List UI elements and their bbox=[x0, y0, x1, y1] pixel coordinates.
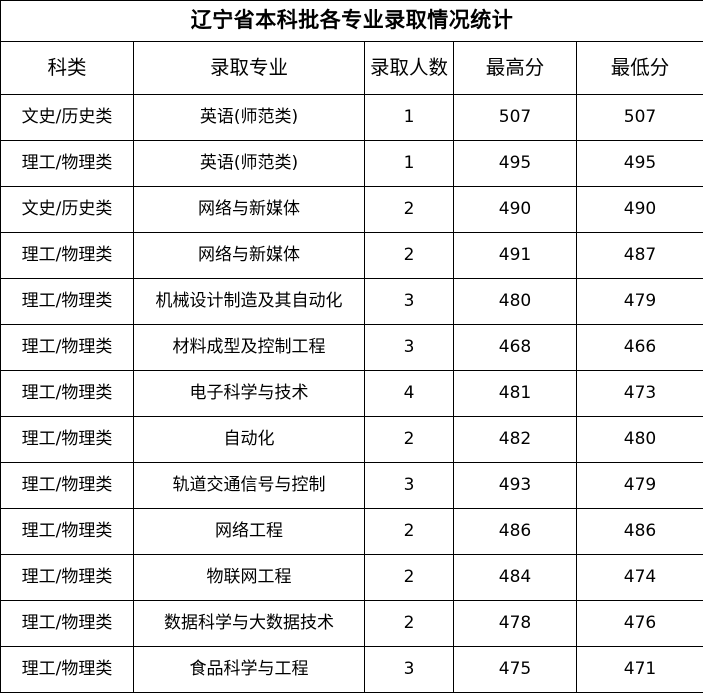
cell-major: 网络与新媒体 bbox=[134, 187, 365, 233]
cell-category: 理工/物理类 bbox=[1, 601, 134, 647]
column-header-count: 录取人数 bbox=[365, 42, 454, 95]
cell-max-score: 507 bbox=[454, 95, 577, 141]
cell-max-score: 480 bbox=[454, 279, 577, 325]
cell-major: 数据科学与大数据技术 bbox=[134, 601, 365, 647]
cell-major: 自动化 bbox=[134, 417, 365, 463]
cell-max-score: 484 bbox=[454, 555, 577, 601]
table-row: 理工/物理类 食品科学与工程 3 475 471 bbox=[1, 647, 703, 693]
cell-count: 3 bbox=[365, 463, 454, 509]
table-row: 文史/历史类 网络与新媒体 2 490 490 bbox=[1, 187, 703, 233]
page-title: 辽宁省本科批各专业录取情况统计 bbox=[1, 1, 703, 42]
cell-category: 理工/物理类 bbox=[1, 463, 134, 509]
cell-min-score: 476 bbox=[577, 601, 703, 647]
cell-major: 网络与新媒体 bbox=[134, 233, 365, 279]
cell-min-score: 479 bbox=[577, 279, 703, 325]
cell-min-score: 495 bbox=[577, 141, 703, 187]
cell-min-score: 486 bbox=[577, 509, 703, 555]
cell-major: 物联网工程 bbox=[134, 555, 365, 601]
table-row: 理工/物理类 物联网工程 2 484 474 bbox=[1, 555, 703, 601]
cell-major: 英语(师范类) bbox=[134, 141, 365, 187]
cell-max-score: 478 bbox=[454, 601, 577, 647]
cell-category: 文史/历史类 bbox=[1, 95, 134, 141]
column-header-max-score: 最高分 bbox=[454, 42, 577, 95]
table-row: 理工/物理类 网络工程 2 486 486 bbox=[1, 509, 703, 555]
cell-category: 理工/物理类 bbox=[1, 371, 134, 417]
cell-count: 3 bbox=[365, 647, 454, 693]
cell-major: 食品科学与工程 bbox=[134, 647, 365, 693]
cell-max-score: 482 bbox=[454, 417, 577, 463]
cell-count: 4 bbox=[365, 371, 454, 417]
cell-min-score: 473 bbox=[577, 371, 703, 417]
cell-major: 英语(师范类) bbox=[134, 95, 365, 141]
column-header-category: 科类 bbox=[1, 42, 134, 95]
cell-min-score: 479 bbox=[577, 463, 703, 509]
cell-min-score: 480 bbox=[577, 417, 703, 463]
table-row: 理工/物理类 网络与新媒体 2 491 487 bbox=[1, 233, 703, 279]
cell-max-score: 475 bbox=[454, 647, 577, 693]
table-row: 理工/物理类 英语(师范类) 1 495 495 bbox=[1, 141, 703, 187]
column-header-min-score: 最低分 bbox=[577, 42, 703, 95]
table-row: 理工/物理类 机械设计制造及其自动化 3 480 479 bbox=[1, 279, 703, 325]
table-row: 理工/物理类 材料成型及控制工程 3 468 466 bbox=[1, 325, 703, 371]
cell-max-score: 486 bbox=[454, 509, 577, 555]
cell-category: 理工/物理类 bbox=[1, 555, 134, 601]
cell-max-score: 490 bbox=[454, 187, 577, 233]
cell-count: 2 bbox=[365, 601, 454, 647]
cell-min-score: 507 bbox=[577, 95, 703, 141]
cell-category: 理工/物理类 bbox=[1, 325, 134, 371]
cell-max-score: 468 bbox=[454, 325, 577, 371]
cell-count: 3 bbox=[365, 325, 454, 371]
cell-major: 网络工程 bbox=[134, 509, 365, 555]
table-row: 文史/历史类 英语(师范类) 1 507 507 bbox=[1, 95, 703, 141]
cell-count: 3 bbox=[365, 279, 454, 325]
cell-max-score: 481 bbox=[454, 371, 577, 417]
cell-min-score: 466 bbox=[577, 325, 703, 371]
cell-count: 2 bbox=[365, 417, 454, 463]
table-row: 理工/物理类 电子科学与技术 4 481 473 bbox=[1, 371, 703, 417]
cell-min-score: 490 bbox=[577, 187, 703, 233]
cell-major: 材料成型及控制工程 bbox=[134, 325, 365, 371]
cell-min-score: 474 bbox=[577, 555, 703, 601]
cell-category: 理工/物理类 bbox=[1, 647, 134, 693]
cell-category: 理工/物理类 bbox=[1, 279, 134, 325]
cell-count: 2 bbox=[365, 509, 454, 555]
cell-category: 理工/物理类 bbox=[1, 417, 134, 463]
cell-major: 轨道交通信号与控制 bbox=[134, 463, 365, 509]
cell-count: 2 bbox=[365, 555, 454, 601]
cell-max-score: 491 bbox=[454, 233, 577, 279]
table-row: 理工/物理类 自动化 2 482 480 bbox=[1, 417, 703, 463]
cell-count: 1 bbox=[365, 95, 454, 141]
table-row: 理工/物理类 轨道交通信号与控制 3 493 479 bbox=[1, 463, 703, 509]
cell-min-score: 487 bbox=[577, 233, 703, 279]
table-row: 理工/物理类 数据科学与大数据技术 2 478 476 bbox=[1, 601, 703, 647]
table-header-row: 科类 录取专业 录取人数 最高分 最低分 bbox=[1, 42, 703, 95]
cell-category: 理工/物理类 bbox=[1, 233, 134, 279]
column-header-major: 录取专业 bbox=[134, 42, 365, 95]
cell-category: 理工/物理类 bbox=[1, 509, 134, 555]
cell-min-score: 471 bbox=[577, 647, 703, 693]
cell-count: 1 bbox=[365, 141, 454, 187]
cell-count: 2 bbox=[365, 233, 454, 279]
cell-category: 文史/历史类 bbox=[1, 187, 134, 233]
cell-category: 理工/物理类 bbox=[1, 141, 134, 187]
cell-max-score: 493 bbox=[454, 463, 577, 509]
title-row: 辽宁省本科批各专业录取情况统计 bbox=[1, 1, 703, 42]
cell-count: 2 bbox=[365, 187, 454, 233]
cell-major: 机械设计制造及其自动化 bbox=[134, 279, 365, 325]
cell-max-score: 495 bbox=[454, 141, 577, 187]
cell-major: 电子科学与技术 bbox=[134, 371, 365, 417]
